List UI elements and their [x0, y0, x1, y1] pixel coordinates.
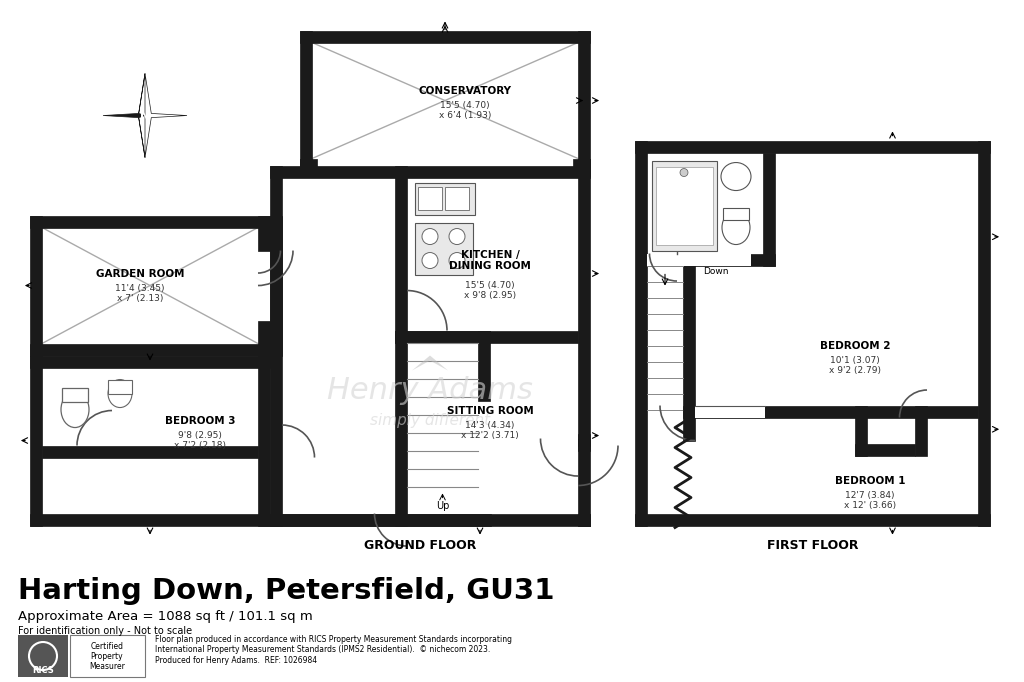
Text: Approximate Area = 1088 sq ft / 101.1 sq m: Approximate Area = 1088 sq ft / 101.1 sq… [18, 610, 312, 623]
Text: Property: Property [91, 651, 123, 660]
Bar [18, 635, 68, 677]
Bar [578, 158, 590, 175]
Bar [578, 31, 590, 170]
Text: Certified: Certified [90, 642, 124, 651]
Bar [578, 514, 590, 526]
Bar [635, 140, 647, 526]
Bar [415, 222, 473, 275]
Text: 14'3 (4.34)
x 12'2 (3.71): 14'3 (4.34) x 12'2 (3.71) [461, 421, 519, 440]
Bar [695, 406, 765, 417]
Text: BEDROOM 3: BEDROOM 3 [165, 415, 236, 426]
Polygon shape [412, 355, 449, 370]
Bar [683, 254, 695, 441]
Bar [300, 158, 317, 170]
Text: KITCHEN /
DINING ROOM: KITCHEN / DINING ROOM [450, 250, 530, 271]
Bar [578, 439, 590, 451]
Text: Harting Down, Petersfield, GU31: Harting Down, Petersfield, GU31 [18, 577, 555, 605]
Polygon shape [145, 74, 187, 158]
Bar [478, 331, 490, 400]
Bar [395, 331, 578, 342]
Ellipse shape [721, 162, 751, 190]
Circle shape [449, 252, 465, 269]
Circle shape [449, 228, 465, 245]
Bar [30, 216, 42, 355]
Text: Floor plan produced in accordance with RICS Property Measurement Standards incor: Floor plan produced in accordance with R… [155, 635, 512, 665]
Bar [635, 514, 990, 526]
Circle shape [422, 228, 438, 245]
Bar [395, 331, 407, 526]
Bar [415, 183, 475, 215]
Bar [656, 166, 713, 245]
Bar [635, 140, 990, 153]
Bar [30, 355, 42, 526]
Text: N: N [140, 110, 150, 121]
Text: simply different: simply different [370, 413, 490, 428]
Bar [30, 216, 270, 228]
Text: 11'4 (3.45)
x 7' (2.13): 11'4 (3.45) x 7' (2.13) [116, 284, 165, 303]
Bar [30, 344, 258, 355]
Text: GROUND FLOOR: GROUND FLOOR [364, 539, 476, 552]
Text: 9'8 (2.95)
x 7'2 (2.18): 9'8 (2.95) x 7'2 (2.18) [174, 431, 226, 450]
Bar [978, 140, 990, 526]
Polygon shape [103, 74, 145, 158]
Bar [42, 445, 258, 458]
Bar [445, 187, 469, 209]
Bar [62, 387, 88, 402]
Text: 10'1 (3.07)
x 9'2 (2.79): 10'1 (3.07) x 9'2 (2.79) [829, 356, 881, 375]
Text: CONSERVATORY: CONSERVATORY [419, 85, 512, 95]
Bar [300, 158, 312, 175]
Bar [270, 166, 590, 177]
Bar [270, 514, 590, 526]
Bar [855, 443, 915, 456]
Bar [108, 379, 132, 394]
Bar [258, 321, 270, 355]
Text: SITTING ROOM: SITTING ROOM [446, 406, 534, 415]
Ellipse shape [108, 379, 132, 408]
Bar [573, 158, 590, 170]
Text: 15'5 (4.70)
x 6’4 (1.93): 15'5 (4.70) x 6’4 (1.93) [439, 101, 492, 120]
Text: Down: Down [703, 267, 728, 276]
Bar [300, 31, 590, 42]
Circle shape [422, 252, 438, 269]
Bar [258, 344, 270, 355]
Bar [578, 434, 590, 445]
Bar [683, 406, 978, 417]
Ellipse shape [61, 391, 89, 428]
Text: BEDROOM 2: BEDROOM 2 [820, 340, 890, 351]
Bar [647, 254, 775, 265]
Text: Henry Adams: Henry Adams [327, 376, 532, 405]
Text: BEDROOM 1: BEDROOM 1 [835, 475, 905, 486]
Bar [763, 153, 775, 265]
Text: RICS: RICS [32, 666, 54, 674]
Bar [652, 160, 717, 250]
Text: GARDEN ROOM: GARDEN ROOM [96, 269, 184, 278]
Bar [915, 406, 927, 456]
Bar [418, 187, 442, 209]
Bar [578, 166, 590, 526]
Text: For identification only - Not to scale: For identification only - Not to scale [18, 626, 193, 636]
Text: Measurer: Measurer [89, 662, 125, 670]
Bar [70, 635, 145, 677]
Bar [270, 166, 282, 526]
Bar [647, 254, 677, 265]
Bar [723, 207, 749, 220]
Bar [30, 514, 270, 526]
Ellipse shape [722, 211, 750, 245]
Text: 12'7 (3.84)
x 12' (3.66): 12'7 (3.84) x 12' (3.66) [844, 491, 896, 510]
Text: Up: Up [436, 501, 450, 511]
Bar [647, 254, 751, 265]
Text: FIRST FLOOR: FIRST FLOOR [767, 539, 858, 552]
Bar [258, 355, 270, 526]
Bar [270, 216, 282, 355]
Circle shape [680, 168, 688, 177]
Bar [258, 216, 270, 250]
Bar [855, 406, 867, 456]
Bar [395, 166, 407, 333]
Text: 15'5 (4.70)
x 9'8 (2.95): 15'5 (4.70) x 9'8 (2.95) [464, 281, 516, 300]
Bar [270, 514, 490, 526]
Bar [395, 331, 490, 342]
Bar [300, 31, 312, 170]
Bar [30, 355, 270, 368]
